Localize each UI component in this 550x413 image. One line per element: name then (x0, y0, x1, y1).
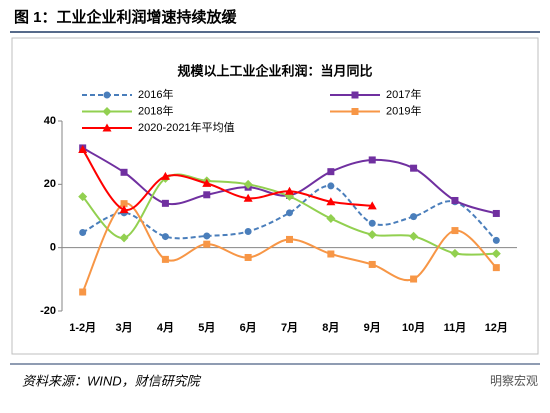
point (78, 192, 88, 202)
point (286, 235, 293, 243)
x-tick-label: 6月 (240, 321, 257, 334)
point (492, 209, 500, 217)
point (79, 228, 87, 236)
series-line (81, 202, 498, 293)
x-tick-label: 3月 (115, 321, 132, 334)
point (120, 200, 128, 208)
point (327, 250, 335, 258)
y-tick-label: 0 (50, 242, 56, 254)
point (78, 145, 88, 153)
x-tick-label: 4月 (157, 321, 174, 334)
point (202, 178, 212, 187)
point (244, 228, 252, 236)
point (160, 171, 170, 180)
point (367, 201, 377, 210)
point (492, 236, 500, 244)
point (243, 179, 253, 189)
point (368, 260, 376, 268)
figure-title: 图 1：工业企业利润增速持续放缓 (14, 8, 238, 26)
point (119, 205, 129, 214)
point (409, 231, 419, 241)
x-tick-label: 10月 (402, 321, 425, 334)
point (410, 213, 418, 221)
point (203, 232, 211, 240)
point (203, 240, 211, 248)
point (161, 255, 169, 263)
watermark: 明察宏观 (490, 373, 538, 388)
point (120, 168, 128, 176)
point (243, 193, 253, 202)
x-tick-label: 7月 (281, 321, 298, 334)
point (451, 227, 459, 235)
point (410, 275, 418, 283)
x-tick-label: 1-2月 (69, 321, 96, 334)
y-tick-label: 20 (44, 178, 56, 190)
x-tick-label: 9月 (364, 321, 381, 334)
x-tick-label: 11月 (444, 321, 467, 334)
point (351, 108, 359, 115)
point (103, 91, 111, 99)
point (451, 196, 459, 204)
series-line (82, 147, 497, 215)
point (491, 249, 501, 259)
point (368, 219, 376, 227)
legend-label: 2019年 (386, 103, 421, 117)
point (203, 191, 211, 199)
point (102, 107, 112, 116)
point (327, 168, 335, 176)
point (327, 182, 335, 190)
point (367, 230, 377, 240)
source: 资料来源：WIND，财信研究院 (22, 373, 202, 388)
chart-frame (11, 37, 539, 355)
point (244, 253, 252, 261)
point (285, 186, 294, 195)
point (119, 233, 129, 243)
x-tick-label: 12月 (485, 321, 508, 334)
point (286, 209, 293, 217)
point (351, 91, 359, 99)
legend-label: 2016年 (138, 87, 173, 101)
series-line (82, 184, 498, 242)
y-tick-label: 40 (44, 115, 56, 127)
point (450, 248, 460, 258)
point (326, 197, 336, 206)
point (102, 123, 112, 132)
point (161, 199, 169, 207)
point (410, 164, 418, 172)
point (79, 288, 87, 296)
point (492, 264, 500, 272)
legend-label: 2017年 (386, 87, 421, 101)
point (326, 214, 336, 224)
point (161, 233, 169, 241)
x-tick-label: 5月 (198, 321, 215, 334)
y-tick-label: -20 (40, 305, 56, 317)
x-tick-label: 8月 (322, 321, 339, 334)
point (368, 156, 376, 164)
chart-title: 规模以上工业企业利润：当月同比 (177, 63, 372, 78)
legend-label: 2018年 (138, 103, 173, 117)
legend-label: 2020-2021年平均值 (138, 120, 235, 134)
